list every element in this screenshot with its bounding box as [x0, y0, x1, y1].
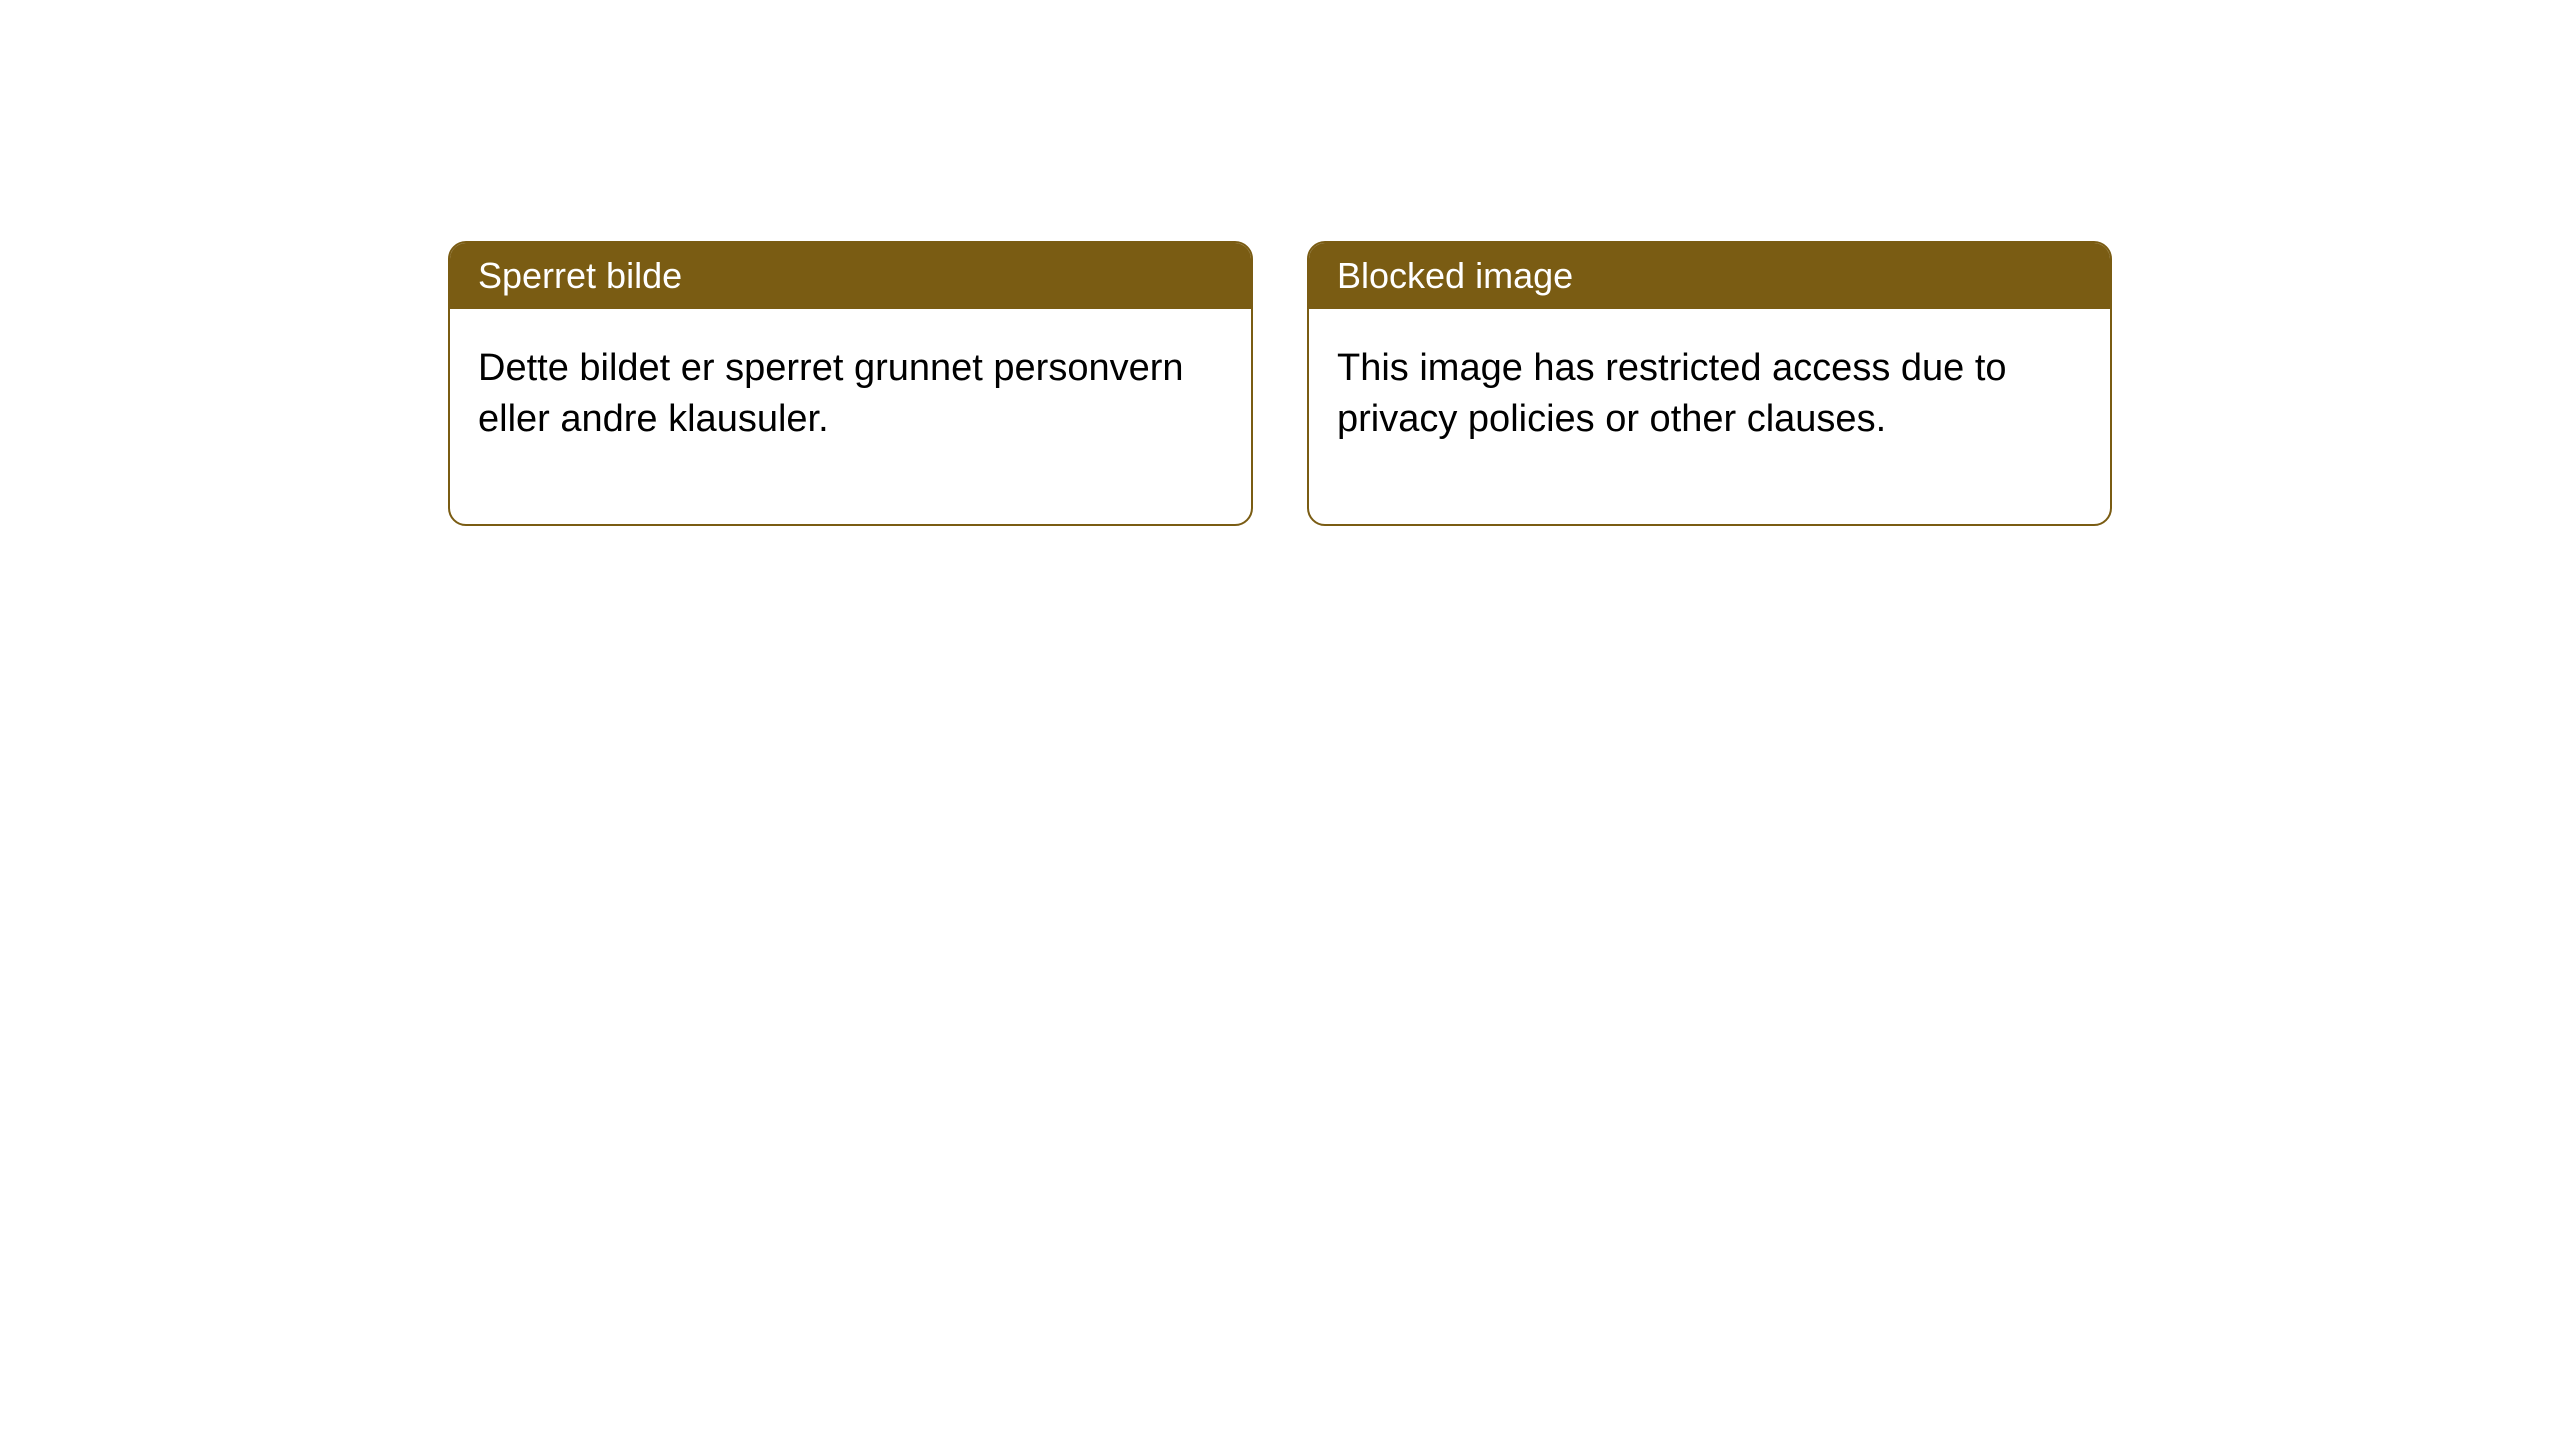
notice-header-english: Blocked image — [1309, 243, 2110, 309]
notice-body-english: This image has restricted access due to … — [1309, 309, 2110, 524]
notice-container: Sperret bilde Dette bildet er sperret gr… — [0, 0, 2560, 526]
notice-header-norwegian: Sperret bilde — [450, 243, 1251, 309]
notice-card-english: Blocked image This image has restricted … — [1307, 241, 2112, 526]
notice-body-norwegian: Dette bildet er sperret grunnet personve… — [450, 309, 1251, 524]
notice-card-norwegian: Sperret bilde Dette bildet er sperret gr… — [448, 241, 1253, 526]
